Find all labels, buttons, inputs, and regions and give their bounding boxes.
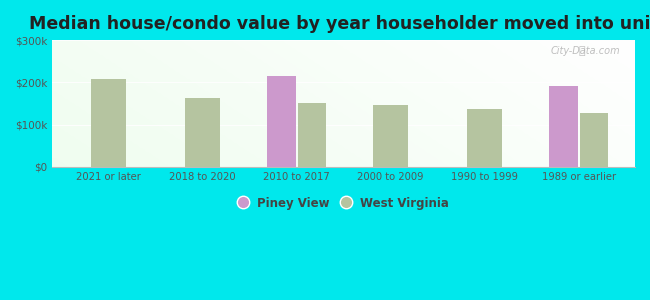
Bar — [549, 86, 578, 167]
Title: Median house/condo value by year householder moved into unit: Median house/condo value by year househo… — [29, 15, 650, 33]
Text: City-Data.com: City-Data.com — [551, 46, 621, 56]
Text: ⦾: ⦾ — [579, 46, 586, 56]
Bar — [185, 98, 220, 167]
Legend: Piney View, West Virginia: Piney View, West Virginia — [233, 192, 454, 214]
Bar — [91, 80, 127, 167]
Bar — [580, 113, 608, 167]
Bar — [372, 105, 408, 167]
Bar — [298, 103, 326, 167]
Bar — [268, 76, 296, 167]
Bar — [467, 110, 502, 167]
